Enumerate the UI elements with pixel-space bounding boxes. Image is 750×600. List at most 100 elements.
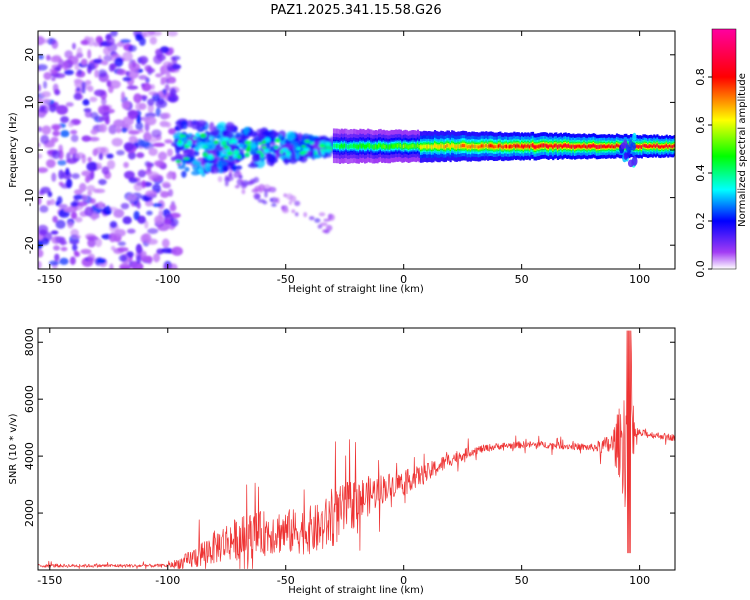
signal-cell xyxy=(642,144,645,147)
snr-y-tick-label: 8000 xyxy=(23,328,36,356)
noise-blob xyxy=(169,218,179,227)
noise-blob xyxy=(38,260,42,269)
noise-blob xyxy=(106,159,116,170)
noise-blob xyxy=(81,154,87,164)
signal-cell xyxy=(496,145,499,149)
signal-cell xyxy=(339,144,342,149)
noise-blob xyxy=(152,253,161,263)
noise-blob xyxy=(166,79,174,84)
noise-blob xyxy=(162,263,171,269)
noise-blob xyxy=(127,151,136,160)
signal-cell xyxy=(468,145,471,149)
noise-blob xyxy=(113,119,125,128)
snr-x-ticks: -150 -100 -50 0 50 100 xyxy=(37,328,650,587)
transition-blob xyxy=(305,150,312,156)
noise-blob xyxy=(58,204,68,209)
signal-cell xyxy=(461,143,465,148)
noise-blob xyxy=(52,124,61,131)
signal-cell xyxy=(605,145,608,149)
noise-blob xyxy=(123,142,135,152)
signal-cell xyxy=(505,144,508,148)
transition-blob xyxy=(312,154,321,159)
transition-blob xyxy=(247,130,258,137)
noise-blob xyxy=(74,61,80,71)
signal-cell xyxy=(511,144,514,148)
noise-blob xyxy=(149,36,158,45)
noise-blob xyxy=(80,248,92,255)
transition-blob xyxy=(222,165,229,172)
signal-cell xyxy=(398,143,401,148)
transition-core xyxy=(232,154,238,159)
noise-blob xyxy=(92,58,103,64)
signal-cell xyxy=(350,144,353,148)
noise-blob xyxy=(60,116,70,124)
noise-blob xyxy=(121,100,131,110)
noise-blob xyxy=(77,68,83,76)
signal-cell xyxy=(572,144,575,148)
signal-cell xyxy=(376,145,379,149)
snr-series-line xyxy=(38,330,675,569)
signal-cell xyxy=(332,143,336,148)
signal-cell xyxy=(365,144,368,149)
signal-cell xyxy=(528,145,531,149)
transition-blob xyxy=(234,165,243,170)
noise-blob xyxy=(102,105,110,111)
signal-cell xyxy=(373,145,376,149)
transition-core xyxy=(261,139,267,145)
noise-blob xyxy=(54,253,60,262)
noise-blob xyxy=(38,64,48,71)
signal-cell xyxy=(441,144,444,148)
signal-cell xyxy=(387,145,390,149)
signal-cell xyxy=(586,145,589,149)
snr-frame xyxy=(37,327,676,571)
noise-blob xyxy=(84,79,92,86)
signal-cell xyxy=(577,144,580,148)
signal-cell xyxy=(486,144,490,148)
noise-blob xyxy=(157,151,168,161)
noise-blob xyxy=(108,85,114,94)
noise-blob xyxy=(81,135,92,142)
noise-blob xyxy=(141,82,152,92)
signal-cell xyxy=(346,145,350,149)
signal-cell xyxy=(598,145,601,149)
noise-blob xyxy=(69,239,80,245)
noise-blob xyxy=(71,234,81,239)
signal-cell xyxy=(460,144,463,148)
transition-blob xyxy=(262,130,273,136)
signal-cell xyxy=(643,144,647,147)
colorbar: 0.0 0.2 0.4 0.6 0.8 Normalized spectral ampl… xyxy=(694,28,748,278)
noise-blob xyxy=(67,220,74,229)
transition-blob xyxy=(290,152,296,161)
signal-cell xyxy=(650,144,653,148)
spectrogram-heat xyxy=(38,31,675,269)
signal-cell xyxy=(370,144,373,148)
signal-cell xyxy=(656,144,659,147)
tail-blob xyxy=(257,198,266,203)
signal-cell xyxy=(395,143,398,148)
noise-blob xyxy=(136,114,142,124)
signal-cell xyxy=(402,144,406,148)
spectrogram-x-tick-label: 0 xyxy=(400,273,407,286)
signal-cell xyxy=(337,144,340,148)
signal-cell xyxy=(399,143,402,148)
noise-blob xyxy=(38,84,42,92)
transition-core xyxy=(178,139,182,145)
noise-blob xyxy=(50,230,59,235)
noise-blob xyxy=(56,196,63,205)
transition-blob xyxy=(196,119,207,127)
noise-blob xyxy=(152,203,163,208)
transition-core xyxy=(279,149,284,155)
noise-blob xyxy=(148,91,158,96)
tail-blob xyxy=(233,171,240,179)
signal-cell xyxy=(368,144,371,148)
signal-cell xyxy=(458,144,462,149)
noise-blob xyxy=(106,36,115,46)
noise-blob xyxy=(114,57,124,67)
transition-blob xyxy=(210,131,219,137)
noise-blob xyxy=(102,111,110,122)
signal-cell xyxy=(514,144,517,148)
noise-blob xyxy=(80,58,88,66)
signal-cell xyxy=(573,145,577,149)
noise-blob xyxy=(138,139,151,148)
noise-blob xyxy=(65,178,73,189)
